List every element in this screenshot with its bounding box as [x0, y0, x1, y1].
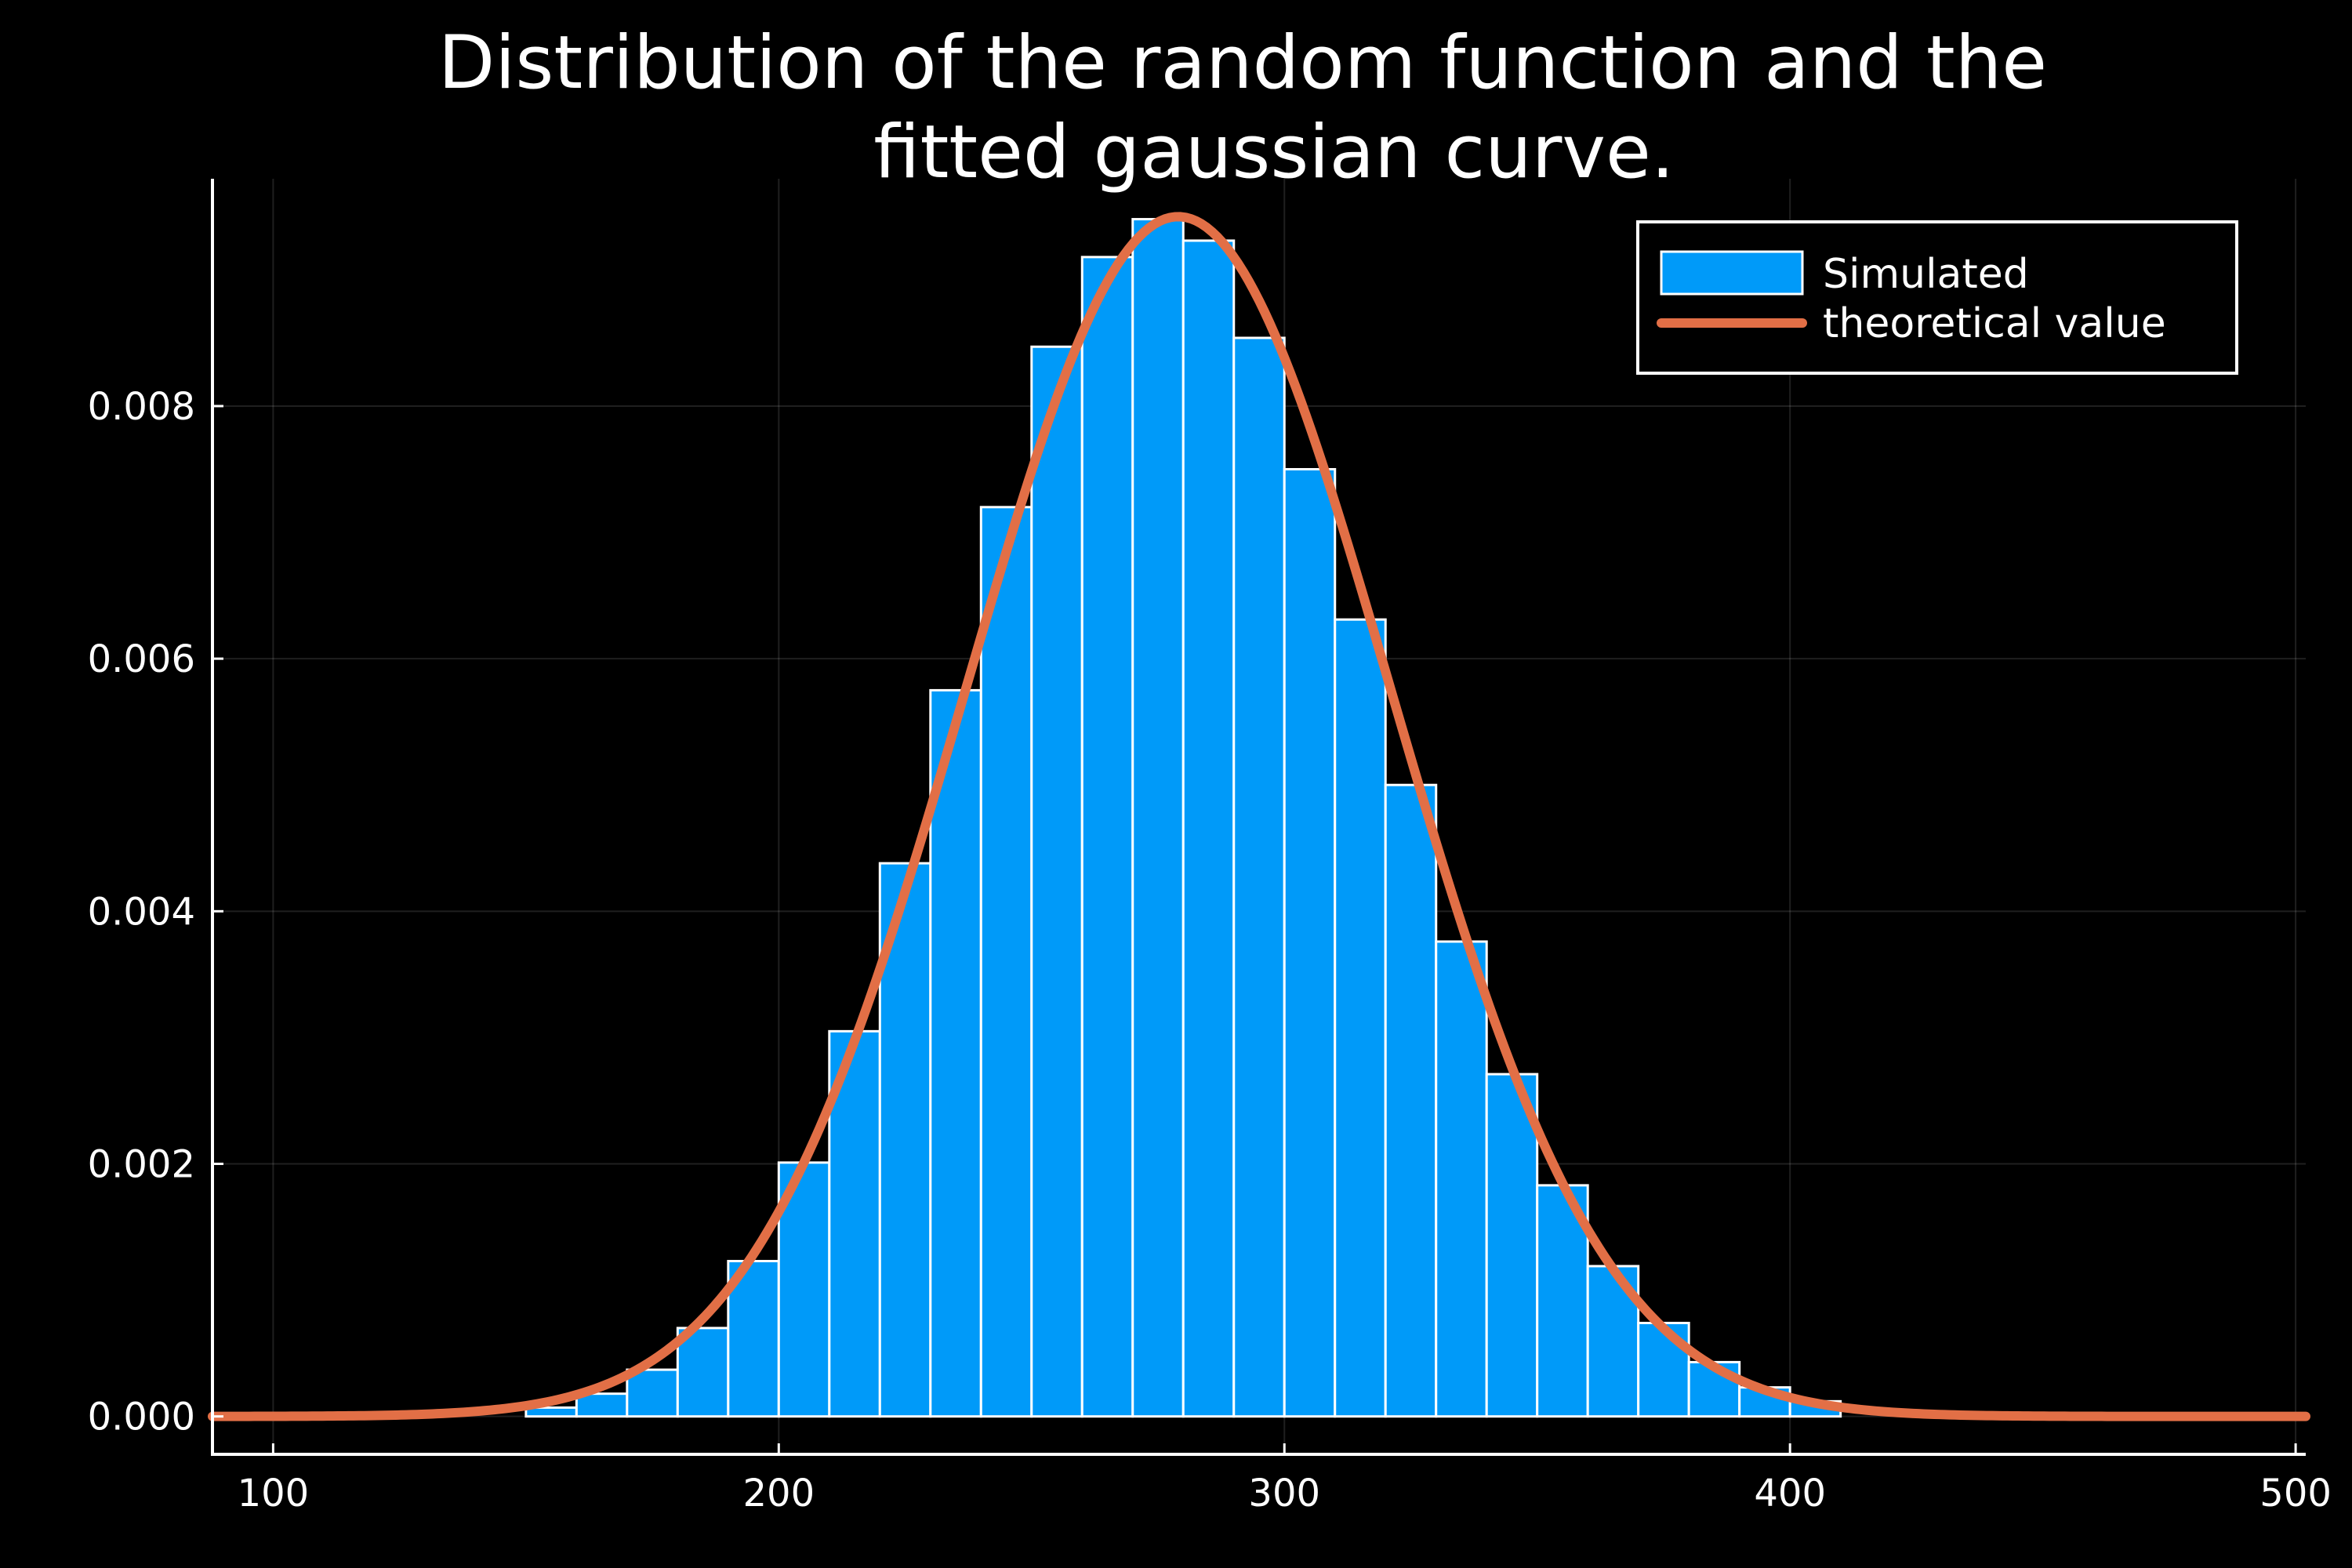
legend-theoretical-label: theoretical value — [1823, 300, 2166, 347]
chart-title-line-2: fitted gaussian curve. — [873, 110, 1675, 195]
legend-simulated-swatch — [1660, 250, 1804, 296]
histogram-bar — [575, 1392, 629, 1418]
x-tick-label: 200 — [743, 1472, 815, 1515]
y-tick-label: 0.000 — [88, 1396, 195, 1439]
histogram-bar — [1080, 256, 1134, 1418]
gaussian-curve — [208, 212, 2310, 1421]
histogram-bar — [1485, 1073, 1539, 1418]
y-axis-ticks: 0.000 0.002 0.004 0.006 0.008 — [88, 385, 223, 1439]
histogram-bars — [524, 218, 1842, 1418]
histogram-bar — [1232, 336, 1286, 1418]
gaussian-curve-layer — [208, 212, 2310, 1421]
histogram-bar — [1637, 1321, 1690, 1418]
legend-simulated-label: Simulated — [1823, 251, 2029, 298]
x-tick-label: 300 — [1248, 1472, 1320, 1515]
histogram-bar — [979, 506, 1033, 1418]
x-tick-label: 400 — [1754, 1472, 1826, 1515]
histogram-bar — [1181, 239, 1236, 1418]
y-tick-label: 0.006 — [88, 637, 195, 681]
y-tick-label: 0.002 — [88, 1142, 195, 1186]
histogram-bar — [1283, 468, 1337, 1418]
y-tick-label: 0.008 — [88, 385, 195, 429]
legend-box — [1636, 220, 2238, 375]
x-axis-ticks: 100 200 300 400 500 — [238, 1443, 2332, 1515]
histogram-bar — [1131, 218, 1185, 1418]
histogram-bar — [626, 1368, 679, 1418]
chart-title-line-1: Distribution of the random function and … — [438, 20, 2047, 106]
histogram-bar — [1586, 1265, 1640, 1418]
histogram-bar — [676, 1327, 730, 1418]
histogram-bar — [1030, 345, 1083, 1418]
x-tick-label: 100 — [238, 1472, 310, 1515]
x-tick-label: 500 — [2259, 1472, 2332, 1515]
legend: Simulated theoretical value — [1636, 220, 2238, 375]
histogram-bar — [1435, 940, 1488, 1418]
y-tick-label: 0.004 — [88, 890, 195, 934]
histogram-bar — [1384, 783, 1438, 1418]
histogram-bar — [929, 688, 982, 1418]
histogram-bar — [1334, 618, 1387, 1418]
